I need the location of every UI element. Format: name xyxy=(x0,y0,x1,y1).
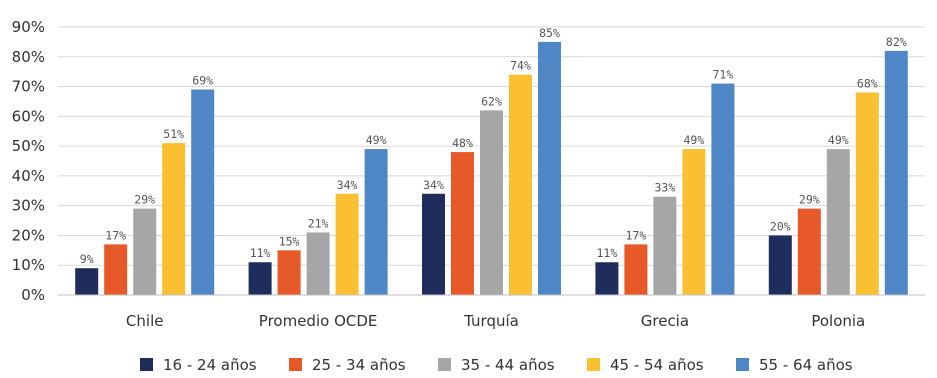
data-label: 85% xyxy=(539,26,560,40)
y-tick-label: 30% xyxy=(12,197,45,215)
data-label: 69% xyxy=(192,74,213,88)
bar xyxy=(624,244,648,295)
bar xyxy=(451,152,474,295)
y-tick-label: 50% xyxy=(12,137,45,155)
bar xyxy=(422,193,445,295)
y-tick-label: 0% xyxy=(21,286,45,304)
data-label: 29% xyxy=(799,193,820,207)
legend-swatch xyxy=(438,358,451,371)
bar xyxy=(653,196,677,295)
x-category-label: Turquía xyxy=(463,312,519,330)
bar xyxy=(768,235,792,295)
y-tick-label: 10% xyxy=(12,256,45,274)
bar xyxy=(306,232,330,295)
bar xyxy=(884,50,908,296)
legend-label: 55 - 64 años xyxy=(759,356,853,374)
bar xyxy=(75,268,99,295)
data-label: 34% xyxy=(337,178,358,192)
data-label: 29% xyxy=(134,193,155,207)
bar xyxy=(133,208,157,295)
bar xyxy=(826,149,850,295)
bars: 9% 17% 29% 51% 69% 11% 15% 21% 34% 49% 34% 48% 62% 74… xyxy=(75,26,908,296)
bar xyxy=(509,74,532,296)
legend-swatch xyxy=(736,358,749,371)
y-axis: 0% 10% 20% 30% 40% 50% 60% 70% 80% 90% xyxy=(12,18,45,304)
legend-label: 45 - 54 años xyxy=(610,356,704,374)
bar xyxy=(335,193,359,295)
data-label: 21% xyxy=(308,216,329,230)
bar xyxy=(364,149,388,295)
data-label: 20% xyxy=(770,219,791,233)
data-label: 17% xyxy=(626,228,647,242)
data-label: 9% xyxy=(80,252,94,266)
bar xyxy=(797,208,821,295)
data-label: 48% xyxy=(452,136,473,150)
legend-swatch xyxy=(140,358,153,371)
data-label: 11% xyxy=(250,246,271,260)
legend-label: 16 - 24 años xyxy=(163,356,257,374)
y-tick-label: 70% xyxy=(12,78,45,96)
data-label: 49% xyxy=(684,133,705,147)
y-tick-label: 80% xyxy=(12,48,45,66)
y-tick-label: 40% xyxy=(12,167,45,185)
legend-label: 35 - 44 años xyxy=(461,356,555,374)
data-label: 62% xyxy=(481,94,502,108)
data-label: 71% xyxy=(713,68,734,82)
data-label: 49% xyxy=(828,133,849,147)
bar xyxy=(104,244,128,295)
legend-swatch xyxy=(587,358,600,371)
bar xyxy=(277,250,301,295)
data-label: 11% xyxy=(597,246,618,260)
x-axis: Chile Promedio OCDE Turquía Grecia Polonia xyxy=(58,294,925,330)
data-label: 17% xyxy=(105,228,126,242)
legend: 16 - 24 años 25 - 34 años 35 - 44 años 45 -… xyxy=(140,356,853,374)
bar xyxy=(538,41,561,296)
x-category-label: Chile xyxy=(126,312,164,330)
data-label: 49% xyxy=(366,133,387,147)
x-category-label: Polonia xyxy=(811,312,865,330)
data-label: 74% xyxy=(510,59,531,73)
y-tick-label: 60% xyxy=(12,107,45,125)
data-label: 33% xyxy=(655,181,676,195)
legend-swatch xyxy=(289,358,302,371)
y-tick-label: 20% xyxy=(12,226,45,244)
bar xyxy=(855,92,879,295)
data-label: 51% xyxy=(163,127,184,141)
bar xyxy=(480,110,503,295)
legend-label: 25 - 34 años xyxy=(312,356,406,374)
data-label: 82% xyxy=(886,35,907,49)
data-label: 68% xyxy=(857,77,878,91)
bar xyxy=(248,262,272,295)
bar xyxy=(711,83,735,295)
y-tick-label: 90% xyxy=(12,18,45,36)
bar xyxy=(162,143,186,295)
data-label: 15% xyxy=(279,234,300,248)
x-category-label: Grecia xyxy=(641,312,689,330)
data-label: 34% xyxy=(423,178,444,192)
x-category-label: Promedio OCDE xyxy=(259,312,378,330)
bar xyxy=(682,149,706,295)
bar xyxy=(191,89,215,296)
bar xyxy=(595,262,619,295)
